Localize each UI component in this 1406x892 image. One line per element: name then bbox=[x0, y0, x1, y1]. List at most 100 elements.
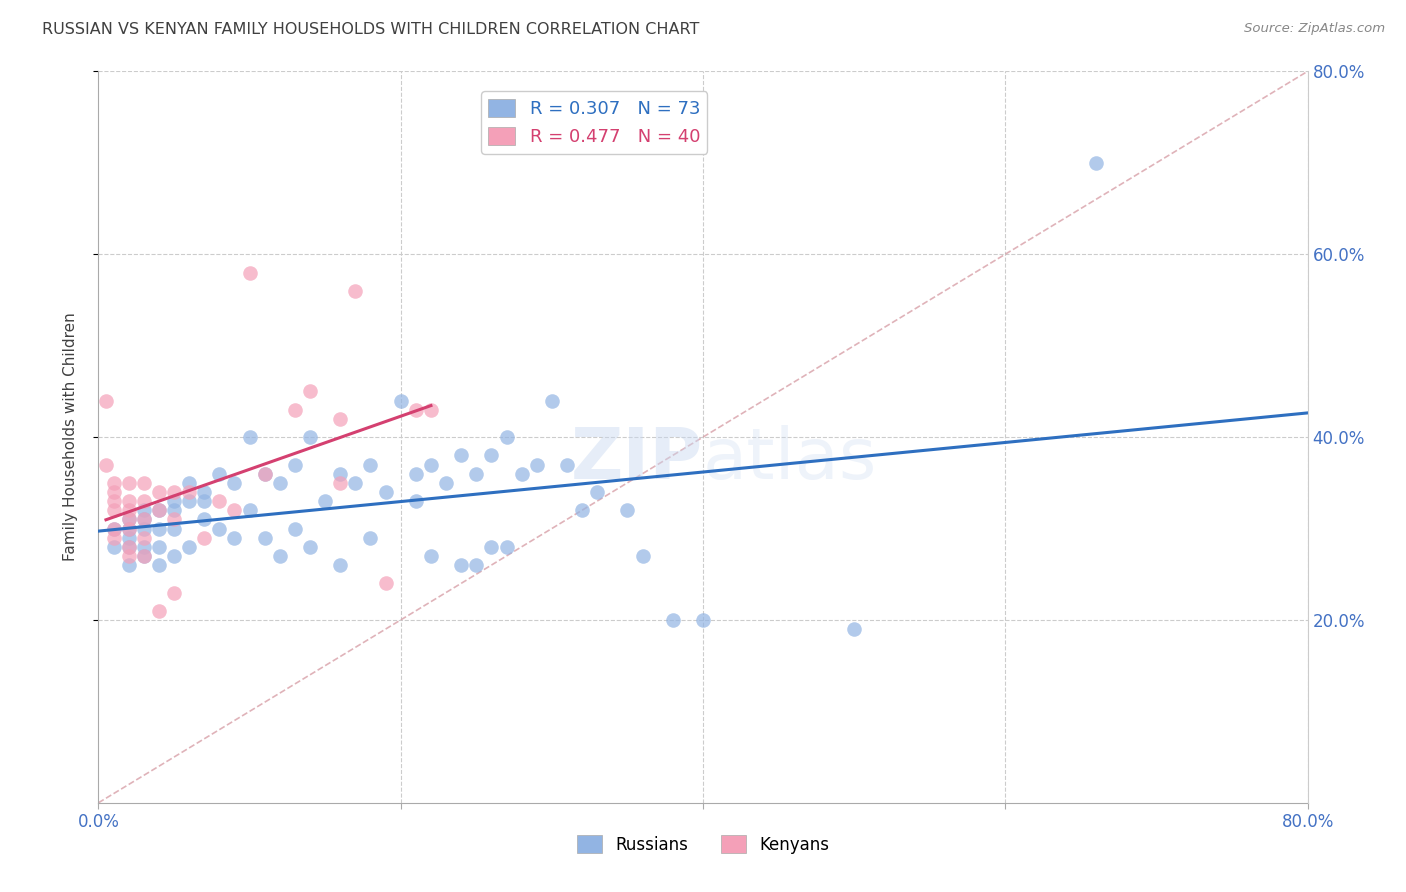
Point bbox=[118, 521, 141, 535]
Point bbox=[616, 503, 638, 517]
Point bbox=[208, 467, 231, 481]
Point bbox=[118, 558, 141, 573]
Point bbox=[132, 475, 155, 490]
Point bbox=[555, 458, 578, 472]
Point bbox=[148, 604, 170, 618]
Point bbox=[586, 485, 609, 500]
Point bbox=[163, 485, 186, 500]
Point bbox=[571, 503, 593, 517]
Point bbox=[163, 512, 186, 526]
Point bbox=[374, 485, 396, 500]
Point bbox=[344, 284, 367, 298]
Point bbox=[405, 402, 427, 417]
Text: ZIP: ZIP bbox=[571, 425, 703, 493]
Point bbox=[284, 402, 307, 417]
Point bbox=[103, 521, 125, 535]
Point bbox=[163, 521, 186, 535]
Point bbox=[420, 402, 443, 417]
Point bbox=[284, 521, 307, 535]
Point bbox=[193, 531, 215, 545]
Point bbox=[148, 521, 170, 535]
Point bbox=[103, 494, 125, 508]
Point bbox=[193, 485, 215, 500]
Point bbox=[269, 549, 291, 563]
Point bbox=[344, 475, 367, 490]
Point bbox=[239, 430, 262, 444]
Point bbox=[94, 458, 117, 472]
Point bbox=[239, 503, 262, 517]
Point bbox=[94, 393, 117, 408]
Point bbox=[118, 494, 141, 508]
Point bbox=[118, 475, 141, 490]
Point bbox=[526, 458, 548, 472]
Point bbox=[239, 266, 262, 280]
Point bbox=[465, 558, 488, 573]
Point bbox=[374, 576, 396, 591]
Point bbox=[495, 540, 517, 554]
Point bbox=[132, 540, 155, 554]
Point bbox=[450, 558, 472, 573]
Point bbox=[148, 503, 170, 517]
Point bbox=[132, 512, 155, 526]
Text: Source: ZipAtlas.com: Source: ZipAtlas.com bbox=[1244, 22, 1385, 36]
Point bbox=[118, 540, 141, 554]
Point bbox=[360, 531, 382, 545]
Point bbox=[495, 430, 517, 444]
Point bbox=[299, 430, 322, 444]
Point bbox=[103, 531, 125, 545]
Point bbox=[179, 485, 201, 500]
Point bbox=[132, 531, 155, 545]
Point bbox=[510, 467, 533, 481]
Point bbox=[193, 512, 215, 526]
Point bbox=[481, 540, 503, 554]
Point bbox=[329, 412, 352, 426]
Point bbox=[208, 521, 231, 535]
Point bbox=[284, 458, 307, 472]
Point bbox=[405, 494, 427, 508]
Point bbox=[132, 503, 155, 517]
Point bbox=[420, 549, 443, 563]
Point bbox=[450, 448, 472, 462]
Point bbox=[148, 540, 170, 554]
Point bbox=[118, 549, 141, 563]
Point bbox=[465, 467, 488, 481]
Point bbox=[163, 585, 186, 599]
Point bbox=[118, 512, 141, 526]
Point bbox=[118, 503, 141, 517]
Point bbox=[132, 549, 155, 563]
Point bbox=[118, 540, 141, 554]
Point bbox=[132, 549, 155, 563]
Point bbox=[163, 549, 186, 563]
Point bbox=[314, 494, 336, 508]
Point bbox=[118, 531, 141, 545]
Point bbox=[132, 512, 155, 526]
Text: RUSSIAN VS KENYAN FAMILY HOUSEHOLDS WITH CHILDREN CORRELATION CHART: RUSSIAN VS KENYAN FAMILY HOUSEHOLDS WITH… bbox=[42, 22, 700, 37]
Point bbox=[132, 494, 155, 508]
Point bbox=[103, 485, 125, 500]
Point bbox=[1085, 156, 1108, 170]
Point bbox=[661, 613, 683, 627]
Point bbox=[434, 475, 457, 490]
Point bbox=[481, 448, 503, 462]
Point bbox=[148, 485, 170, 500]
Point bbox=[132, 521, 155, 535]
Point bbox=[692, 613, 714, 627]
Point bbox=[103, 475, 125, 490]
Point bbox=[103, 540, 125, 554]
Point bbox=[224, 475, 246, 490]
Point bbox=[420, 458, 443, 472]
Text: atlas: atlas bbox=[703, 425, 877, 493]
Point bbox=[163, 494, 186, 508]
Point bbox=[299, 384, 322, 399]
Point bbox=[179, 494, 201, 508]
Point bbox=[103, 521, 125, 535]
Point bbox=[148, 558, 170, 573]
Point bbox=[844, 622, 866, 636]
Point bbox=[360, 458, 382, 472]
Point bbox=[179, 475, 201, 490]
Point bbox=[193, 494, 215, 508]
Point bbox=[224, 503, 246, 517]
Point bbox=[148, 503, 170, 517]
Y-axis label: Family Households with Children: Family Households with Children bbox=[63, 313, 77, 561]
Point bbox=[299, 540, 322, 554]
